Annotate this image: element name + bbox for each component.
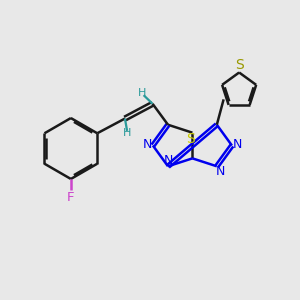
Text: N: N [143, 137, 152, 151]
Text: S: S [187, 132, 195, 146]
Text: S: S [235, 58, 244, 72]
Text: H: H [123, 128, 132, 138]
Text: N: N [233, 137, 243, 151]
Text: N: N [216, 165, 225, 178]
Text: F: F [67, 191, 75, 204]
Text: H: H [138, 88, 146, 98]
Text: N: N [163, 154, 173, 167]
